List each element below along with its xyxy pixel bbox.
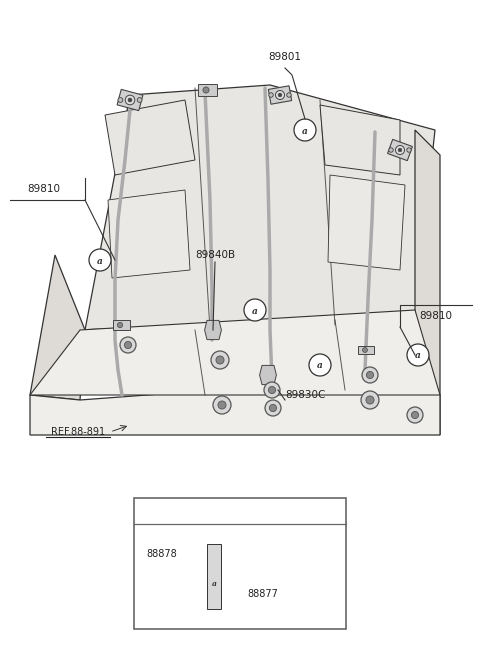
Text: a: a (97, 257, 103, 265)
Circle shape (117, 322, 123, 328)
Circle shape (362, 367, 378, 383)
Circle shape (125, 95, 135, 105)
Circle shape (361, 391, 379, 409)
Circle shape (118, 98, 123, 102)
Circle shape (225, 591, 238, 603)
Text: 89840B: 89840B (195, 250, 235, 260)
Text: a: a (415, 352, 421, 360)
Text: a: a (252, 307, 258, 316)
Text: REF.88-891: REF.88-891 (51, 427, 105, 437)
Polygon shape (105, 100, 195, 175)
Text: 88878: 88878 (146, 549, 177, 559)
Polygon shape (204, 320, 221, 339)
Circle shape (269, 404, 276, 411)
Circle shape (362, 348, 367, 352)
Polygon shape (117, 89, 143, 111)
Text: 89810: 89810 (420, 311, 453, 321)
Polygon shape (113, 320, 130, 330)
Circle shape (268, 386, 276, 394)
Circle shape (389, 148, 393, 152)
Text: a: a (212, 580, 217, 588)
Circle shape (244, 299, 266, 321)
Circle shape (183, 548, 205, 570)
Text: 89830C: 89830C (285, 390, 325, 400)
Circle shape (211, 351, 229, 369)
Circle shape (309, 354, 331, 376)
Polygon shape (320, 105, 400, 175)
Circle shape (269, 93, 273, 97)
Text: a: a (154, 508, 159, 516)
Circle shape (407, 407, 423, 423)
Circle shape (265, 400, 281, 416)
Text: a: a (317, 362, 323, 371)
Polygon shape (207, 544, 221, 608)
Text: 88877: 88877 (247, 589, 278, 599)
Circle shape (120, 337, 136, 353)
Circle shape (398, 148, 402, 152)
Polygon shape (268, 86, 292, 104)
Text: 89810: 89810 (27, 184, 60, 194)
Circle shape (294, 119, 316, 141)
Polygon shape (328, 175, 405, 270)
Circle shape (407, 148, 411, 152)
Circle shape (264, 382, 280, 398)
Circle shape (128, 98, 132, 102)
Circle shape (287, 93, 291, 97)
Circle shape (217, 583, 245, 611)
Polygon shape (260, 365, 276, 384)
Circle shape (124, 341, 132, 348)
Circle shape (396, 145, 405, 155)
Circle shape (366, 371, 373, 379)
Polygon shape (30, 375, 440, 435)
Polygon shape (415, 130, 440, 435)
Circle shape (146, 501, 167, 521)
Circle shape (278, 93, 282, 97)
Circle shape (190, 554, 199, 564)
Circle shape (89, 249, 111, 271)
Circle shape (203, 87, 209, 93)
Circle shape (216, 356, 224, 364)
Circle shape (407, 344, 429, 366)
Polygon shape (359, 346, 374, 354)
Polygon shape (387, 140, 412, 160)
Polygon shape (30, 255, 85, 400)
Polygon shape (80, 85, 435, 330)
Circle shape (218, 401, 226, 409)
Text: a: a (302, 126, 308, 136)
Polygon shape (198, 84, 217, 96)
Polygon shape (134, 498, 346, 629)
Circle shape (213, 396, 231, 414)
Polygon shape (108, 190, 190, 278)
Circle shape (276, 90, 285, 100)
Circle shape (366, 396, 374, 404)
Circle shape (137, 98, 142, 102)
Circle shape (411, 411, 419, 419)
Text: 89801: 89801 (268, 52, 301, 62)
Polygon shape (30, 310, 440, 395)
